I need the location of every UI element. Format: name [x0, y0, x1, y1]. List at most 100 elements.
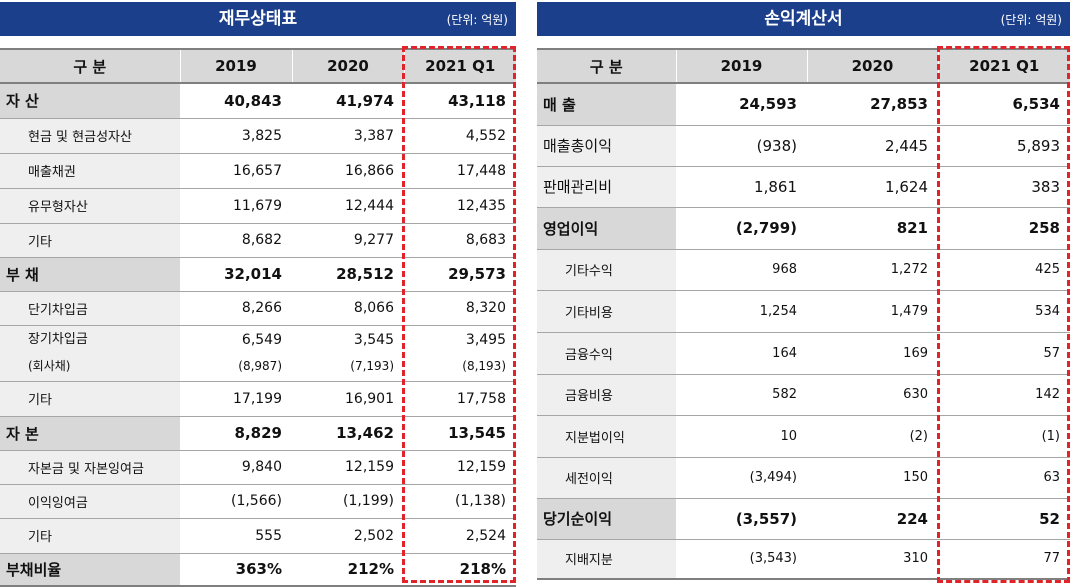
cell-2021q1: 3,495 (8,193): [404, 325, 516, 382]
header-year-2020: 2020: [291, 48, 404, 84]
table-row: 판매관리비 1,861 1,624 383: [537, 166, 1070, 208]
cell-2019: 8,266: [180, 291, 292, 326]
row-label: 판매관리비: [537, 166, 676, 208]
table-row: 자본금 및 자본잉여금 9,840 12,159 12,159: [0, 450, 516, 485]
cell-2020: 12,444: [292, 188, 404, 224]
table-row: 금융비용 582 630 142: [537, 374, 1070, 416]
balance-sheet-title-bar: 재무상태표 (단위: 억원): [0, 2, 516, 36]
row-label: 기타: [0, 223, 180, 258]
cell-2021q1: 29,573: [404, 257, 516, 292]
row-label: 금융비용: [537, 374, 676, 416]
cell-2021q1: 17,448: [404, 153, 516, 189]
cell-subvalue: (8,987): [238, 359, 282, 373]
row-label: 금융수익: [537, 332, 676, 375]
cell-2020: 169: [807, 332, 938, 375]
cell-2020: 2,502: [292, 518, 404, 554]
cell-2020: 212%: [292, 553, 404, 587]
row-label: 자 본: [0, 416, 180, 451]
cell-2021q1: 12,159: [404, 450, 516, 485]
row-label: 부채비율: [0, 553, 180, 587]
cell-2021q1: 8,683: [404, 223, 516, 258]
row-label-sub: (회사채): [28, 359, 71, 373]
cell-2020: 1,272: [807, 249, 938, 291]
table-header-row: 구 분 2019 2020 2021 Q1: [0, 48, 516, 84]
cell-2020: 3,545 (7,193): [292, 325, 404, 382]
cell-2019: 40,843: [180, 83, 292, 119]
row-label: 현금 및 현금성자산: [0, 118, 180, 154]
table-row: 장기차입금 (회사채) 6,549 (8,987) 3,545 (7,193) …: [0, 325, 516, 382]
cell-2020: 2,445: [807, 125, 938, 167]
table-row: 기타 17,199 16,901 17,758: [0, 381, 516, 417]
income-statement-unit: (단위: 억원): [1000, 13, 1062, 27]
header-year-2019: 2019: [179, 48, 292, 84]
cell-2021q1: 57: [938, 332, 1070, 375]
cell-2019: (3,494): [676, 457, 807, 499]
table-row: 현금 및 현금성자산 3,825 3,387 4,552: [0, 118, 516, 154]
cell-2019: (938): [676, 125, 807, 167]
cell-2020: 41,974: [292, 83, 404, 119]
cell-2021q1: 425: [938, 249, 1070, 291]
cell-2021q1: 2,524: [404, 518, 516, 554]
row-label: 부 채: [0, 257, 180, 292]
row-label: 자본금 및 자본잉여금: [0, 450, 180, 485]
table-row: 자 본 8,829 13,462 13,545: [0, 416, 516, 451]
cell-2020: 13,462: [292, 416, 404, 451]
row-label: 세전이익: [537, 457, 676, 499]
cell-2020: (1,199): [292, 484, 404, 519]
row-label: 이익잉여금: [0, 484, 180, 519]
cell-2021q1: 12,435: [404, 188, 516, 224]
cell-2021q1: (1): [938, 415, 1070, 458]
cell-2021q1: 13,545: [404, 416, 516, 451]
cell-2021q1: 63: [938, 457, 1070, 499]
cell-2021q1: 5,893: [938, 125, 1070, 167]
header-label: 구 분: [537, 48, 676, 84]
table-row: 매출채권 16,657 16,866 17,448: [0, 153, 516, 189]
balance-sheet-title: 재무상태표: [218, 9, 298, 29]
income-statement-table: 구 분 2019 2020 2021 Q1 매 출 24,593 27,853 …: [537, 48, 1070, 580]
row-label: 기타수익: [537, 249, 676, 291]
cell-2021q1: 383: [938, 166, 1070, 208]
cell-2019: (1,566): [180, 484, 292, 519]
table-row: 금융수익 164 169 57: [537, 332, 1070, 375]
cell-2021q1: 258: [938, 207, 1070, 250]
cell-2020: 3,387: [292, 118, 404, 154]
cell-2021q1: 4,552: [404, 118, 516, 154]
cell-2020: 8,066: [292, 291, 404, 326]
cell-2020: 821: [807, 207, 938, 250]
table-row: 부 채 32,014 28,512 29,573: [0, 257, 516, 292]
cell-2019: (2,799): [676, 207, 807, 250]
row-label: 단기차입금: [0, 291, 180, 326]
table-row: 기타비용 1,254 1,479 534: [537, 290, 1070, 333]
table-row: 매 출 24,593 27,853 6,534: [537, 83, 1070, 126]
cell-2019: 17,199: [180, 381, 292, 417]
row-label: 매출채권: [0, 153, 180, 189]
row-label: 유무형자산: [0, 188, 180, 224]
cell-value: 3,545: [353, 332, 394, 348]
row-label-main: 장기차입금: [28, 332, 88, 347]
cell-2020: 9,277: [292, 223, 404, 258]
cell-2019: 363%: [180, 553, 292, 587]
table-row: 영업이익 (2,799) 821 258: [537, 207, 1070, 250]
table-row: 기타수익 968 1,272 425: [537, 249, 1070, 291]
row-label: 자 산: [0, 83, 180, 119]
cell-2020: 12,159: [292, 450, 404, 485]
cell-2020: 1,624: [807, 166, 938, 208]
cell-subvalue: (7,193): [350, 359, 394, 373]
cell-2019: 164: [676, 332, 807, 375]
cell-2019: (3,557): [676, 498, 807, 540]
header-2021q1: 2021 Q1: [403, 48, 516, 84]
cell-2021q1: 6,534: [938, 83, 1070, 126]
cell-2021q1: 142: [938, 374, 1070, 416]
cell-2020: 1,479: [807, 290, 938, 333]
table-header-row: 구 분 2019 2020 2021 Q1: [537, 48, 1070, 84]
income-statement-title: 손익계산서: [764, 9, 843, 29]
highlight-2021q1-balance: [402, 46, 516, 583]
table-row: 지분법이익 10 (2) (1): [537, 415, 1070, 458]
table-row: 유무형자산 11,679 12,444 12,435: [0, 188, 516, 224]
cell-2019: 968: [676, 249, 807, 291]
cell-2019: 8,682: [180, 223, 292, 258]
highlight-2021q1-income: [937, 46, 1070, 583]
cell-2021q1: 77: [938, 539, 1070, 580]
cell-2019: 10: [676, 415, 807, 458]
cell-2019: 582: [676, 374, 807, 416]
